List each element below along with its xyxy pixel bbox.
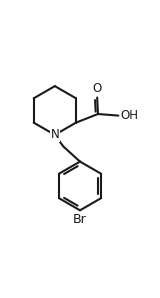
Text: N: N xyxy=(50,128,59,141)
Text: O: O xyxy=(92,82,102,95)
Text: Br: Br xyxy=(73,213,87,226)
Text: OH: OH xyxy=(120,109,138,122)
